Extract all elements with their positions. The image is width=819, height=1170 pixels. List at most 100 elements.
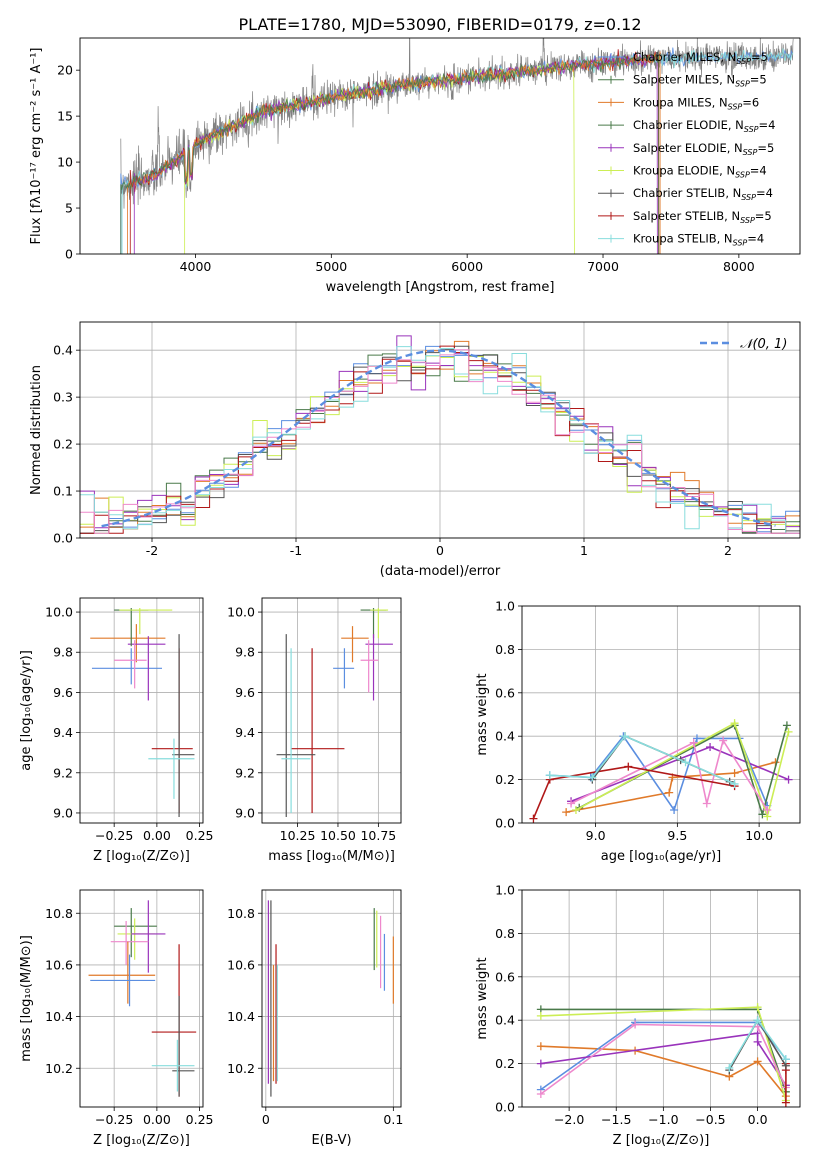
mass-weight-marker xyxy=(689,738,698,747)
y-tick-label: 1.0 xyxy=(495,599,515,614)
x-tick-label: 0.00 xyxy=(143,1112,171,1127)
mass-weight-marker xyxy=(753,1003,762,1012)
mass-weight-marker xyxy=(681,758,690,767)
mass-weight-marker xyxy=(529,814,538,823)
x-tick-label: 9.0 xyxy=(586,828,606,843)
axes-frame xyxy=(79,889,204,1108)
mass-weight-marker xyxy=(670,805,679,814)
legend-entry: Kroupa STELIB, NSSP=4 xyxy=(633,232,764,248)
axes-frame xyxy=(521,889,801,1108)
mass-weight-marker xyxy=(753,1037,762,1046)
x-tick-label: -2 xyxy=(146,543,158,558)
mass-weight-marker xyxy=(784,727,793,736)
age-vs-mass-panel: 10.25 10.50 10.75 9.0 9.2 9.4 9.6 9.8 10.0 mass [… xyxy=(227,597,402,864)
x-tick-label: 0.25 xyxy=(186,828,214,843)
x-axis-label: age [log₁₀(age/yr)] xyxy=(601,849,722,864)
mass-weight-line xyxy=(570,738,768,811)
figure-title: PLATE=1780, MJD=53090, FIBERID=0179, z=0… xyxy=(238,15,641,34)
axes-frame xyxy=(79,597,204,824)
y-tick-label: 9.0 xyxy=(53,805,73,820)
residual-histogram xyxy=(80,349,800,534)
mass-weight-marker xyxy=(665,788,674,797)
y-tick-label: 9.2 xyxy=(53,765,73,780)
residuals-panel: -2 -1 0 1 2 0.0 0.1 0.2 0.3 0.4 (data-model)/error… xyxy=(29,321,801,579)
gaussian-reference-curve xyxy=(101,349,776,528)
mass-weight-marker xyxy=(536,1011,545,1020)
spectrum-panel: 4000 5000 6000 7000 8000 0 5 10 15 20 wavelength [… xyxy=(29,37,801,295)
mass-weight-marker xyxy=(545,771,554,780)
legend-entry: Salpeter STELIB, NSSP=5 xyxy=(633,209,772,225)
mass-weight-marker xyxy=(562,808,571,817)
y-tick-label: 10.8 xyxy=(45,906,73,921)
y-tick-label: 0.4 xyxy=(495,1013,515,1028)
y-tick-label: 0.0 xyxy=(495,1100,515,1115)
y-tick-label: 10 xyxy=(57,155,73,170)
x-tick-label: 7000 xyxy=(587,259,619,274)
x-tick-label: 5000 xyxy=(315,259,347,274)
x-tick-label: 8000 xyxy=(723,259,755,274)
axes-frame xyxy=(79,37,801,255)
y-tick-label: 15 xyxy=(57,109,73,124)
mass-weight-marker xyxy=(782,721,791,730)
y-tick-label: 0.1 xyxy=(53,484,73,499)
y-axis-label: Normed distribution xyxy=(29,365,44,495)
mass-weight-line xyxy=(532,765,735,820)
legend-entry: Chabrier STELIB, NSSP=4 xyxy=(633,186,773,202)
mass-weight-marker xyxy=(730,769,739,778)
y-axis-label: mass weight xyxy=(475,957,490,1039)
mass-weight-marker xyxy=(753,1016,762,1025)
y-tick-label: 20 xyxy=(57,63,73,78)
y-tick-label: 0.6 xyxy=(495,685,515,700)
mass-weight-marker xyxy=(631,1020,640,1029)
y-tick-label: 9.4 xyxy=(53,725,73,740)
y-tick-label: 9.0 xyxy=(235,805,255,820)
y-tick-label: 0.4 xyxy=(53,343,73,358)
mass-vs-Z-panel: −0.25 0.00 0.25 10.2 10.4 10.6 10.8 Z [log₁₀(Z/… xyxy=(19,889,214,1148)
x-tick-label: −0.25 xyxy=(95,828,133,843)
mass-weight-line xyxy=(540,1032,787,1086)
y-tick-label: 5 xyxy=(65,201,73,216)
mass-weight-line xyxy=(575,722,790,820)
y-tick-label: 0.3 xyxy=(53,390,73,405)
y-tick-label: 9.4 xyxy=(235,725,255,740)
legend-entry: 𝒩(0, 1) xyxy=(740,337,787,352)
y-tick-label: 0.8 xyxy=(495,926,515,941)
x-axis-label: Z [log₁₀(Z/Z⊙)] xyxy=(93,849,190,864)
mass-weight-marker xyxy=(536,1089,545,1098)
y-tick-label: 10.4 xyxy=(45,1009,73,1024)
x-tick-label: −1.5 xyxy=(601,1112,631,1127)
x-tick-label: 0.0 xyxy=(748,1112,768,1127)
mass-weight-marker xyxy=(725,1063,734,1072)
age-vs-Z-panel: −0.25 0.00 0.25 9.0 9.2 9.4 9.6 9.8 10.0 Z [log₁₀… xyxy=(19,597,214,864)
mass-weight-marker xyxy=(719,736,728,745)
y-tick-label: 0.0 xyxy=(53,531,73,546)
x-tick-label: 10.50 xyxy=(320,828,356,843)
mass-weight-marker xyxy=(706,743,715,752)
y-tick-label: 10.2 xyxy=(227,1061,255,1076)
x-axis-label: Z [log₁₀(Z/Z⊙)] xyxy=(613,1133,710,1148)
mass-weight-marker xyxy=(784,775,793,784)
y-tick-label: 9.6 xyxy=(235,685,255,700)
y-tick-label: 9.2 xyxy=(235,765,255,780)
x-tick-label: 10.0 xyxy=(745,828,773,843)
mass-weight-marker xyxy=(567,799,576,808)
weight-vs-Z-panel: −2.0 −1.5 −1.0 −0.5 0.0 0.0 0.2 0.4 0.6 0.8 1.0 Z [… xyxy=(475,883,801,1148)
y-tick-label: 1.0 xyxy=(495,883,515,898)
legend-entry: Kroupa MILES, NSSP=6 xyxy=(633,95,759,111)
x-tick-label: 1 xyxy=(580,543,588,558)
y-tick-label: 0.2 xyxy=(53,437,73,452)
mass-weight-marker xyxy=(781,1098,790,1107)
mass-weight-marker xyxy=(536,1059,545,1068)
mass-weight-marker xyxy=(621,732,630,741)
mass-weight-marker xyxy=(571,805,580,814)
y-tick-label: 10.0 xyxy=(227,605,255,620)
y-tick-label: 10.0 xyxy=(45,605,73,620)
x-tick-label: −0.5 xyxy=(695,1112,725,1127)
x-tick-label: 0.25 xyxy=(186,1112,214,1127)
y-tick-label: 9.8 xyxy=(53,645,73,660)
mass-weight-marker xyxy=(763,805,772,814)
mass-weight-marker xyxy=(692,734,701,743)
x-tick-label: 10.25 xyxy=(280,828,316,843)
y-tick-label: 0.8 xyxy=(495,642,515,657)
